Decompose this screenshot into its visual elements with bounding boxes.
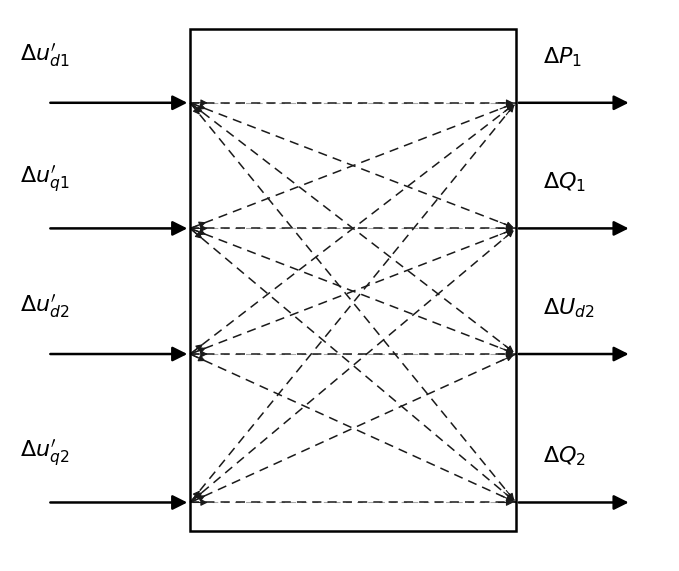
Text: $\Delta u_{d2}^{\prime}$: $\Delta u_{d2}^{\prime}$ xyxy=(20,292,70,320)
Text: $\Delta P_{1}$: $\Delta P_{1}$ xyxy=(543,45,582,69)
Text: $\Delta u_{q2}^{\prime}$: $\Delta u_{q2}^{\prime}$ xyxy=(20,437,70,468)
Text: $\Delta Q_{1}$: $\Delta Q_{1}$ xyxy=(543,171,586,194)
Text: $\Delta u_{d1}^{\prime}$: $\Delta u_{d1}^{\prime}$ xyxy=(20,41,70,69)
Text: $\Delta Q_{2}$: $\Delta Q_{2}$ xyxy=(543,445,586,468)
Bar xyxy=(190,29,516,531)
Text: $\Delta u_{q1}^{\prime}$: $\Delta u_{q1}^{\prime}$ xyxy=(20,163,70,194)
Text: $\Delta U_{d2}$: $\Delta U_{d2}$ xyxy=(543,296,595,320)
